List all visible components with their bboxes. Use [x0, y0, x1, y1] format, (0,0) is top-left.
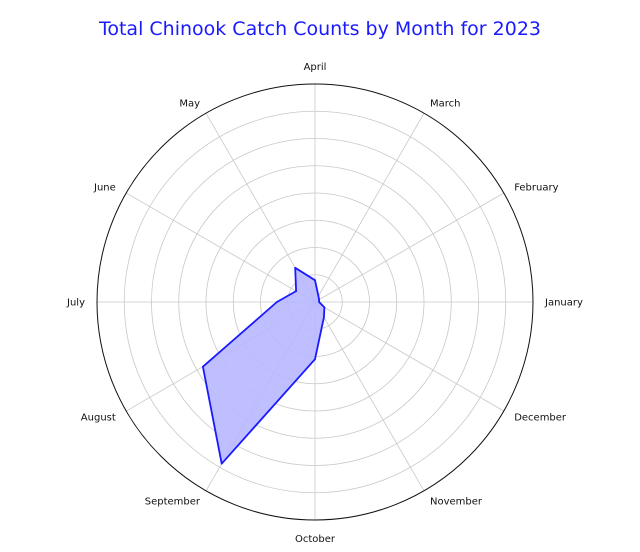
- data-point-september: [220, 462, 223, 465]
- data-point-february: [318, 298, 320, 301]
- outer-boundary: [96, 83, 534, 521]
- series-layer: [201, 266, 326, 465]
- grid-spoke: [314, 301, 504, 412]
- category-label-january: January: [544, 298, 583, 309]
- data-point-november: [323, 316, 325, 319]
- category-label-october: October: [295, 534, 336, 545]
- data-point-may: [294, 267, 297, 269]
- category-label-june: June: [93, 183, 116, 194]
- data-point-april: [314, 279, 316, 282]
- category-label-july: July: [66, 298, 85, 309]
- category-label-february: February: [514, 183, 558, 194]
- grid-spoke: [314, 113, 425, 303]
- chart-title: Total Chinook Catch Counts by Month for …: [98, 18, 542, 40]
- category-label-august: August: [81, 413, 116, 424]
- series-area: [201, 266, 326, 465]
- grid-spoke: [126, 192, 316, 303]
- category-label-november: November: [430, 497, 483, 508]
- category-label-september: September: [145, 497, 201, 508]
- data-point-july: [276, 301, 278, 303]
- category-label-april: April: [304, 62, 327, 73]
- category-label-march: March: [430, 98, 460, 109]
- grid-spoke: [314, 192, 504, 303]
- data-point-august: [202, 365, 204, 368]
- category-label-may: May: [179, 98, 200, 109]
- data-point-march: [317, 295, 320, 297]
- data-point-june: [295, 290, 297, 292]
- grid-layer: [96, 83, 534, 521]
- data-point-january: [318, 301, 320, 303]
- grid-spoke: [314, 301, 425, 491]
- category-label-december: December: [514, 413, 567, 424]
- data-point-october: [314, 358, 316, 361]
- label-layer: January February March April May June July Augu…: [66, 62, 583, 545]
- data-point-december: [323, 306, 326, 309]
